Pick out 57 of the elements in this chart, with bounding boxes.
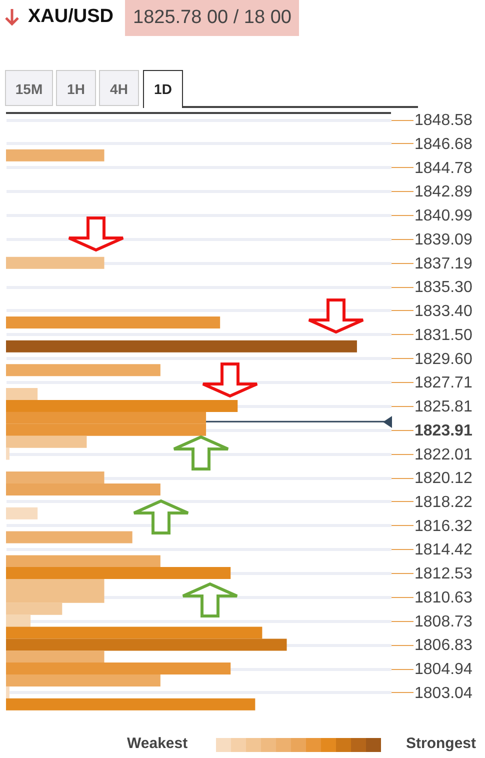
- text: Strongest: [406, 735, 476, 752]
- bar: [6, 567, 231, 580]
- y-tick-label: 1831.50: [414, 326, 472, 344]
- bar: [6, 472, 104, 484]
- bar: [6, 448, 10, 460]
- y-tick-label: 1818.22: [414, 494, 472, 511]
- bar: [6, 364, 160, 376]
- bar: [6, 400, 238, 412]
- bar: [6, 436, 87, 448]
- text: 15M: [5, 70, 53, 106]
- y-tick-label: 1810.63: [414, 589, 472, 606]
- chart-title: XAU/USD: [28, 6, 114, 28]
- bar: [6, 388, 38, 400]
- y-tick-label: 1825.81: [414, 398, 472, 416]
- bar: [6, 555, 160, 568]
- bar: [6, 650, 104, 663]
- y-tick-label: 1835.30: [414, 279, 472, 296]
- y-tick-label: 1833.40: [414, 302, 472, 320]
- y-tick-label: 1837.19: [414, 255, 472, 272]
- bar: [6, 698, 256, 710]
- bar: [6, 484, 160, 496]
- bar: [6, 638, 287, 651]
- bar: [6, 674, 160, 686]
- y-tick-label: 1823.91: [414, 422, 472, 440]
- text: Weakest: [127, 735, 188, 752]
- y-tick-label: 1803.04: [414, 684, 472, 702]
- bar: [6, 256, 104, 269]
- y-tick-label: 1816.32: [414, 518, 472, 535]
- y-tick-label: 1814.42: [414, 542, 472, 559]
- y-tick-label: 1839.09: [414, 231, 472, 248]
- bar: [6, 662, 231, 674]
- y-tick-label: 1844.78: [414, 160, 472, 177]
- y-tick-label: 1822.01: [414, 446, 472, 464]
- y-tick-label: 1842.89: [414, 184, 472, 201]
- y-tick-label: 1808.73: [414, 613, 472, 630]
- text: 1H: [56, 70, 96, 106]
- text: 4H: [99, 70, 139, 106]
- bar: [6, 316, 220, 328]
- y-tick-label: 1812.53: [414, 566, 472, 583]
- bar: [6, 149, 104, 162]
- y-tick-label: 1806.83: [414, 637, 472, 654]
- bar: [6, 507, 38, 520]
- bar: [6, 614, 31, 627]
- bar: [6, 531, 132, 544]
- y-tick-label: 1840.99: [414, 208, 472, 225]
- bar: [6, 626, 262, 639]
- bar: [6, 340, 357, 352]
- y-tick-label: 1820.12: [414, 470, 472, 488]
- y-tick-label: 1804.94: [414, 661, 472, 678]
- bar: [6, 602, 62, 615]
- y-tick-label: 1827.71: [414, 374, 472, 392]
- text: 1D: [143, 70, 183, 108]
- bar: [6, 686, 10, 698]
- y-tick-label: 1846.68: [414, 136, 472, 153]
- y-tick-label: 1848.58: [414, 112, 472, 130]
- y-tick-label: 1829.60: [414, 350, 472, 368]
- chart-subtitle: 1825.78 00 / 18 00: [125, 0, 300, 36]
